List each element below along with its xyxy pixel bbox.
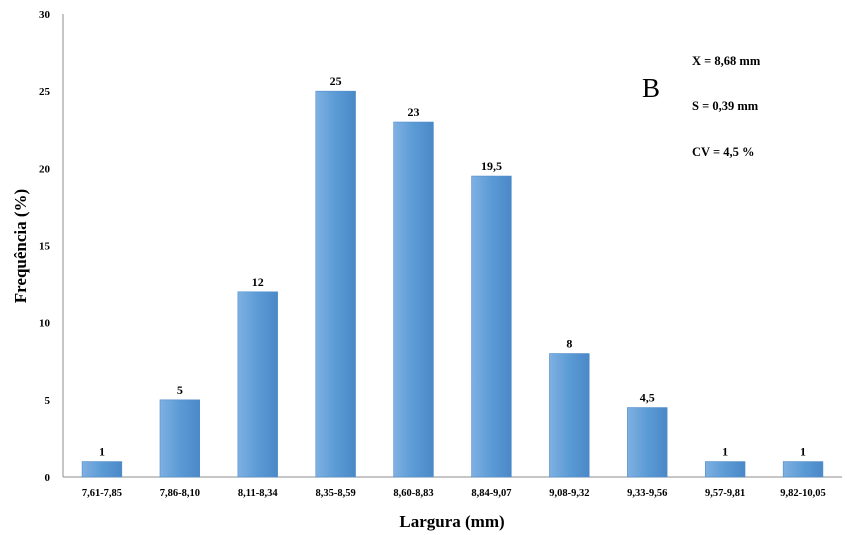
panel-label: B [642,73,660,103]
data-label: 25 [330,74,342,88]
bar [393,121,434,478]
bar [549,353,590,478]
stat-cv: CV = 4,5 % [692,145,754,159]
bar [315,90,356,478]
x-tick-labels: 7,61-7,85 7,86-8,10 8,11-8,34 8,35-8,59 8,60… [82,488,826,499]
x-tick-label: 9,57-9,81 [705,488,745,499]
y-tick-label: 30 [39,9,51,21]
x-tick-label: 8,11-8,34 [238,488,278,499]
stat-std: S = 0,39 mm [692,99,759,113]
bar [237,291,278,478]
y-tick-label: 0 [45,472,51,484]
x-tick-label: 9,08-9,32 [549,488,589,499]
bar [471,175,512,478]
data-label: 5 [177,383,183,397]
y-axis-title: Frequência (%) [11,189,30,303]
stat-mean: X = 8,68 mm [692,54,761,68]
data-label: 12 [252,275,264,289]
bar [704,461,746,478]
data-label: 1 [722,445,728,459]
data-label: 19,5 [481,159,502,173]
data-label: 23 [408,105,420,119]
y-tick-label: 10 [39,318,51,330]
y-tick-label: 15 [39,241,51,253]
data-label: 8 [566,337,572,351]
y-tick-label: 5 [45,395,51,407]
x-tick-label: 8,35-8,59 [316,488,356,499]
data-label: 1 [800,445,806,459]
bar [81,461,123,478]
x-tick-label: 8,60-8,83 [393,488,433,499]
y-tick-labels: 0 5 10 15 20 25 30 [39,9,51,484]
bar [782,461,824,478]
x-tick-label: 8,84-9,07 [471,488,511,499]
y-tick-label: 25 [39,86,51,98]
data-label: 1 [99,445,105,459]
x-axis-title: Largura (mm) [399,512,504,531]
x-tick-label: 9,33-9,56 [627,488,667,499]
data-labels: 1 5 12 25 23 19,5 8 4,5 1 1 [99,74,806,458]
data-label: 4,5 [640,391,655,405]
bar [627,407,668,478]
x-tick-label: 7,86-8,10 [160,488,200,499]
bar [159,399,201,478]
bars [81,90,824,478]
y-tick-label: 20 [39,163,51,175]
x-tick-label: 9,82-10,05 [780,488,826,499]
x-tick-label: 7,61-7,85 [82,488,122,499]
